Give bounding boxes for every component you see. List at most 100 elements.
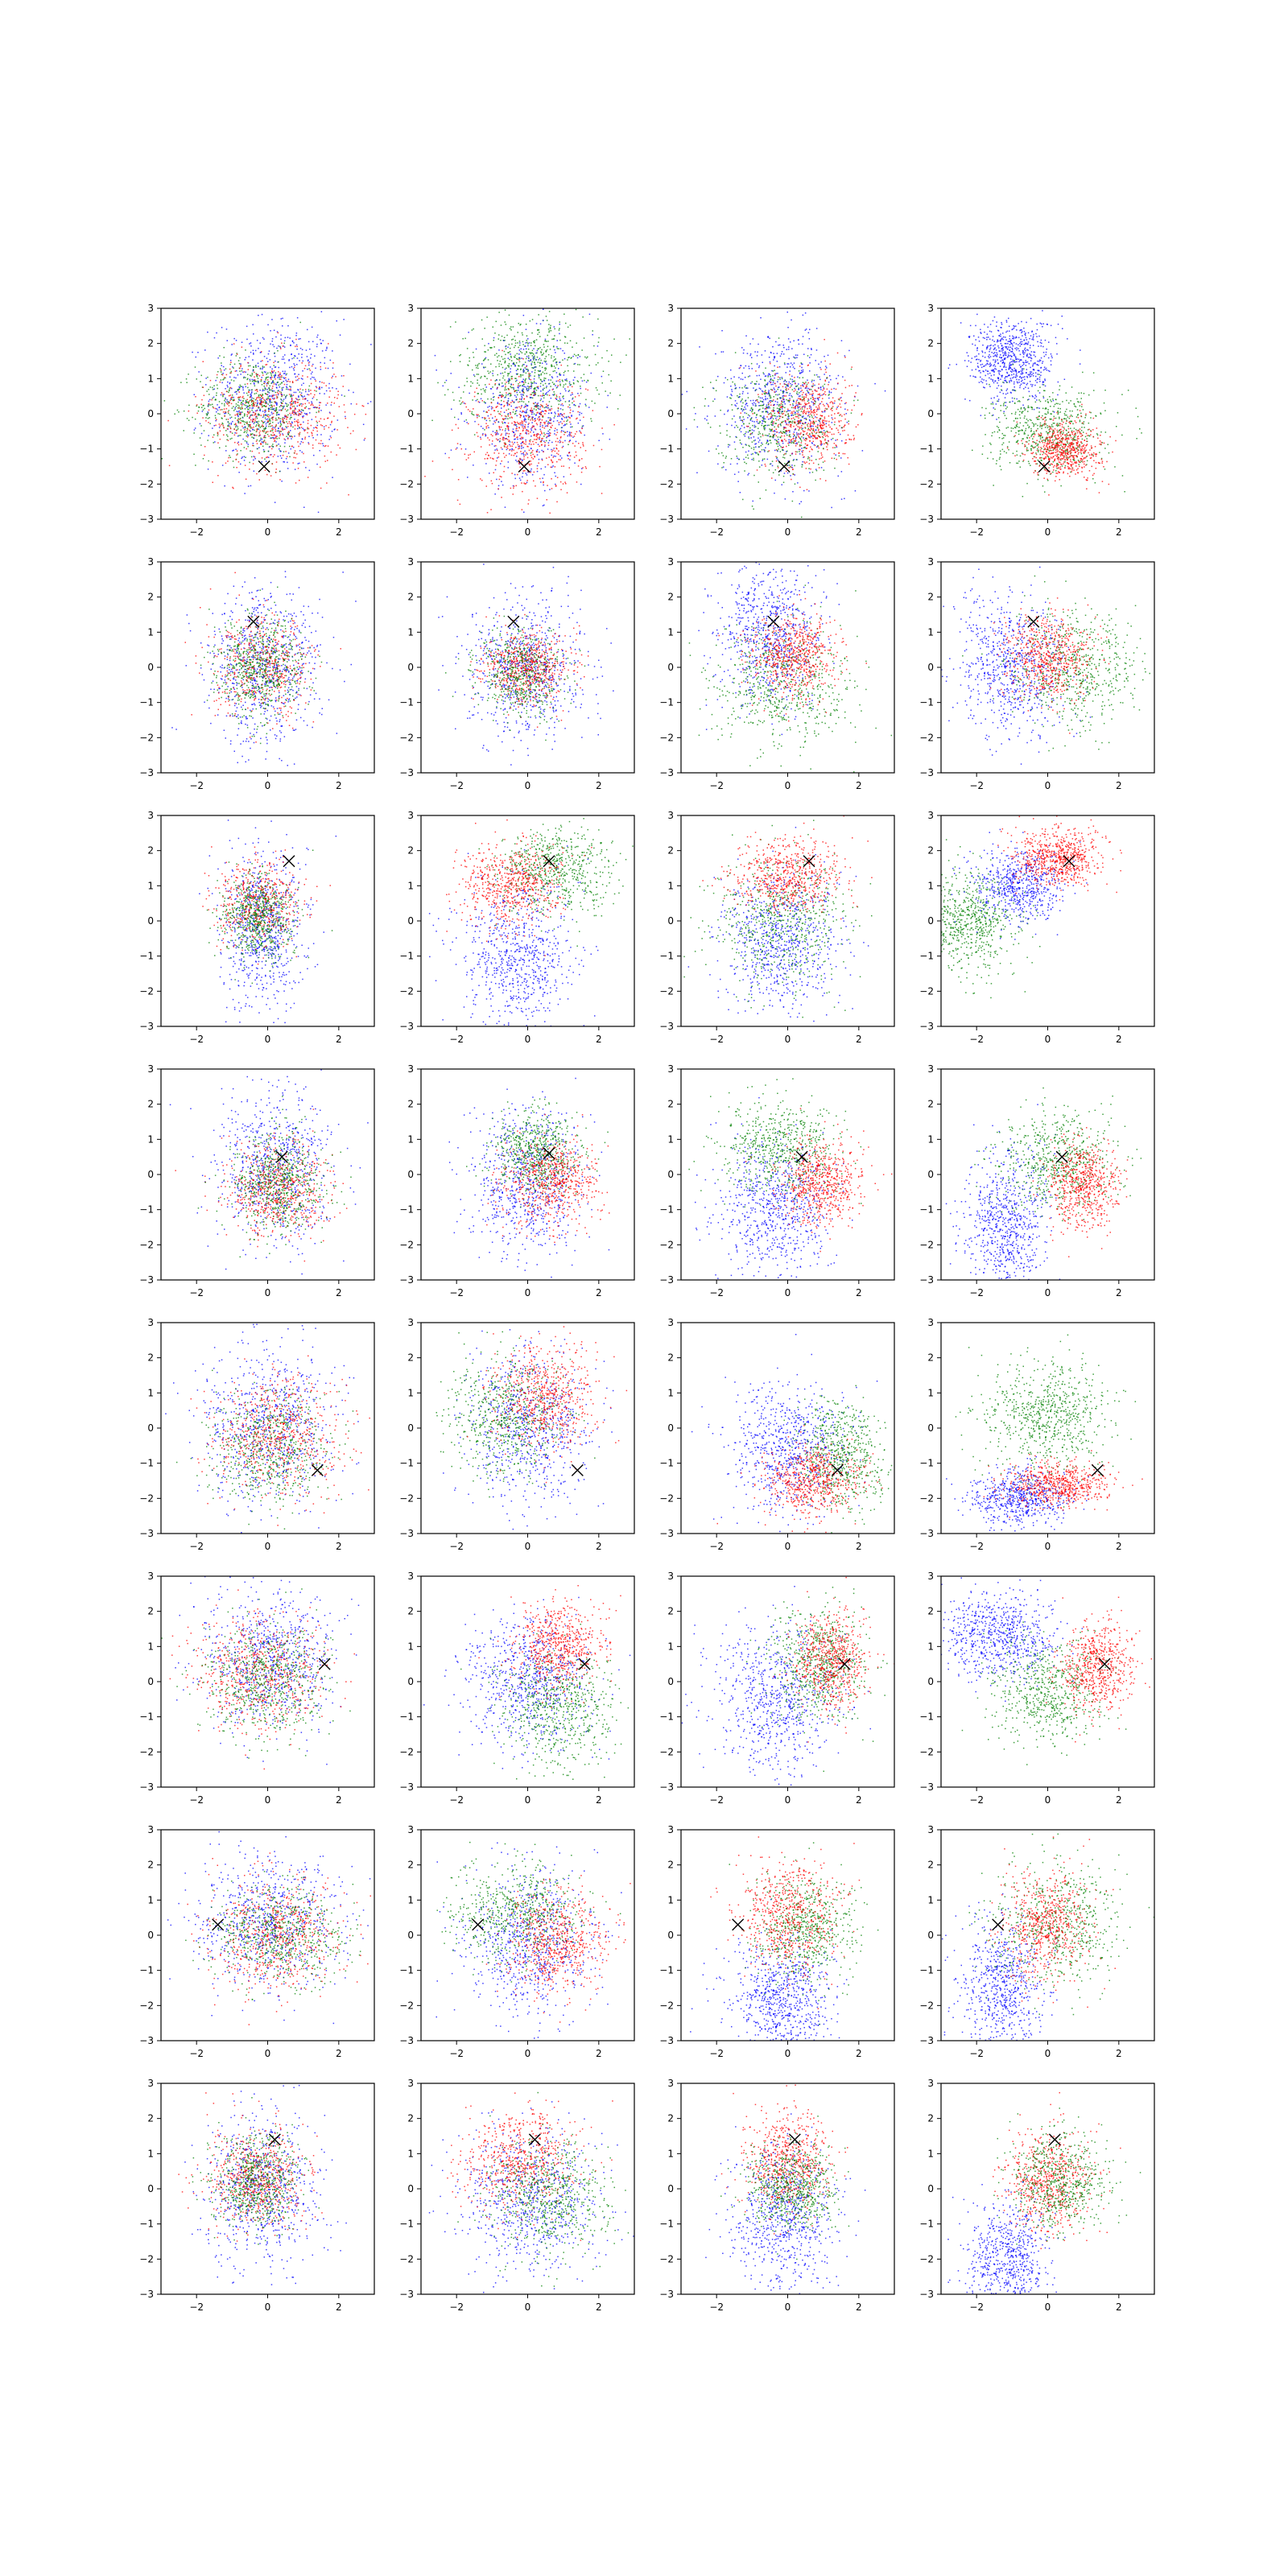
data-point: [281, 405, 283, 407]
data-point: [234, 392, 236, 394]
data-point: [286, 458, 287, 460]
data-point: [263, 339, 265, 341]
data-point: [513, 339, 514, 341]
data-point: [256, 374, 258, 376]
data-point: [238, 435, 240, 436]
data-point: [494, 384, 496, 386]
data-point: [534, 341, 535, 342]
data-point: [519, 392, 521, 394]
data-point: [234, 409, 236, 411]
data-point: [279, 378, 281, 380]
data-point: [473, 352, 474, 353]
data-point: [195, 419, 196, 420]
data-point: [237, 402, 239, 403]
data-point: [799, 449, 801, 451]
data-point: [217, 435, 219, 436]
data-point: [874, 383, 876, 385]
data-point: [540, 351, 542, 353]
data-point: [224, 405, 225, 407]
data-point: [296, 421, 298, 423]
data-point: [301, 393, 303, 394]
data-point: [500, 414, 502, 415]
data-point: [824, 411, 825, 413]
data-point: [242, 417, 244, 419]
data-point: [502, 396, 503, 398]
data-point: [814, 431, 815, 433]
data-point: [244, 447, 246, 448]
data-point: [578, 443, 580, 444]
data-point: [224, 403, 225, 405]
data-point: [564, 434, 565, 436]
data-point: [576, 455, 577, 456]
data-point: [196, 413, 198, 415]
data-point: [195, 464, 196, 466]
data-point: [502, 336, 503, 337]
data-point: [240, 435, 242, 436]
data-point: [566, 423, 568, 425]
data-point: [794, 388, 795, 390]
data-point: [494, 411, 496, 412]
data-point: [300, 322, 302, 324]
data-point: [264, 459, 266, 460]
data-point: [295, 335, 297, 336]
data-point: [559, 333, 560, 335]
data-point: [797, 404, 799, 406]
data-point: [535, 364, 536, 365]
data-point: [556, 381, 558, 382]
data-point: [845, 402, 847, 404]
data-point: [809, 357, 811, 358]
data-point: [717, 445, 719, 447]
data-point: [293, 368, 295, 369]
data-point: [765, 399, 766, 401]
data-point: [777, 402, 778, 403]
data-point: [226, 419, 228, 420]
data-point: [301, 409, 303, 411]
data-point: [812, 390, 814, 392]
data-point: [769, 374, 770, 375]
data-point: [186, 378, 188, 380]
data-point: [490, 457, 492, 459]
data-point: [270, 435, 272, 436]
data-point: [495, 445, 497, 447]
data-point: [503, 406, 505, 407]
data-point: [315, 368, 316, 369]
data-point: [526, 480, 528, 481]
data-point: [510, 348, 511, 349]
data-point: [487, 407, 489, 408]
data-point: [258, 402, 259, 404]
data-point: [294, 392, 295, 394]
data-point: [497, 450, 498, 452]
data-point: [254, 381, 256, 382]
data-point: [236, 406, 237, 407]
data-point: [512, 400, 514, 402]
data-point: [494, 445, 496, 447]
data-point: [579, 395, 580, 397]
data-point: [200, 437, 201, 439]
data-point: [532, 454, 534, 456]
data-point: [825, 372, 827, 374]
data-point: [785, 386, 786, 388]
data-point: [240, 385, 242, 386]
data-point: [308, 341, 310, 343]
data-point: [459, 355, 460, 357]
data-point: [232, 394, 233, 396]
data-point: [288, 431, 290, 432]
data-point: [334, 402, 336, 404]
data-point: [287, 389, 289, 390]
data-point: [781, 436, 782, 437]
data-point: [507, 394, 509, 396]
data-point: [254, 382, 255, 384]
data-point: [816, 409, 818, 411]
data-point: [798, 407, 799, 409]
data-point: [229, 405, 230, 407]
data-point: [200, 381, 201, 382]
data-point: [742, 373, 744, 374]
data-point: [760, 379, 762, 381]
data-point: [498, 349, 500, 351]
data-point: [550, 433, 551, 435]
data-point: [235, 424, 237, 426]
data-point: [516, 485, 518, 487]
data-point: [220, 431, 221, 432]
data-point: [546, 437, 547, 439]
data-point: [547, 407, 549, 409]
